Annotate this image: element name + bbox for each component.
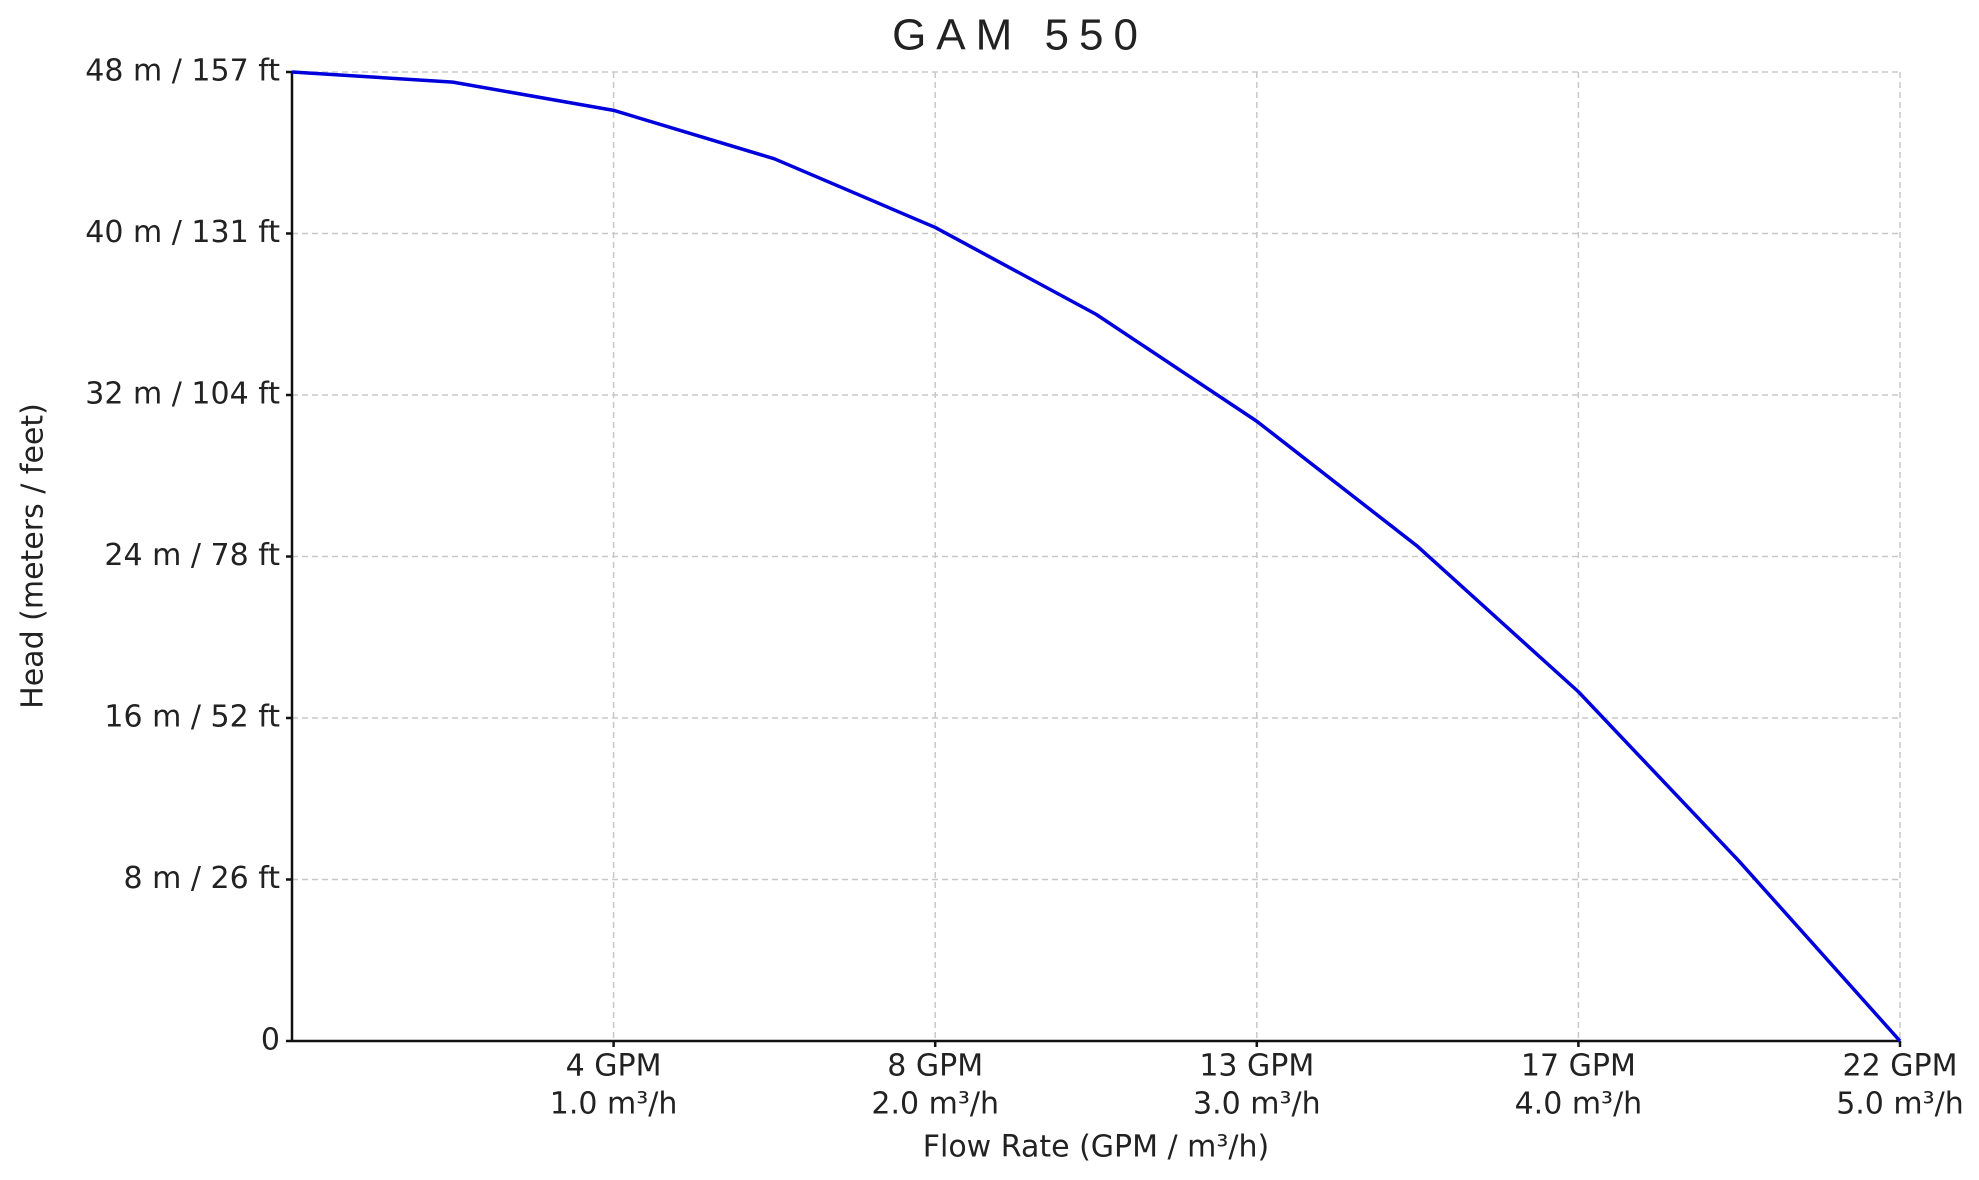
- x-tick-label: 3.0 m³/h: [1193, 1087, 1321, 1122]
- y-tick-label: 24 m / 78 ft: [104, 538, 280, 573]
- chart-title: GAM 550: [892, 11, 1148, 60]
- x-tick-label: 2.0 m³/h: [871, 1087, 999, 1122]
- y-tick-label: 32 m / 104 ft: [85, 377, 280, 412]
- x-tick-label: 17 GPM: [1521, 1049, 1636, 1084]
- x-tick-label: 13 GPM: [1199, 1049, 1314, 1084]
- x-tick-label: 4 GPM: [566, 1049, 662, 1084]
- y-tick-label: 8 m / 26 ft: [123, 861, 280, 896]
- x-tick-label: 22 GPM: [1843, 1049, 1958, 1084]
- x-tick-label: 5.0 m³/h: [1836, 1087, 1964, 1122]
- y-tick-label: 40 m / 131 ft: [85, 215, 280, 250]
- x-tick-label: 1.0 m³/h: [550, 1087, 678, 1122]
- x-axis-label: Flow Rate (GPM / m³/h): [923, 1130, 1270, 1165]
- x-tick-label: 8 GPM: [887, 1049, 983, 1084]
- y-tick-label: 0: [261, 1023, 280, 1058]
- line-series: [291, 70, 1902, 1043]
- y-tick-label: 16 m / 52 ft: [104, 700, 280, 735]
- y-tick-label: 48 m / 157 ft: [85, 54, 280, 89]
- x-tick-label: 4.0 m³/h: [1515, 1087, 1643, 1122]
- y-axis-label: Head (meters / feet): [16, 403, 51, 709]
